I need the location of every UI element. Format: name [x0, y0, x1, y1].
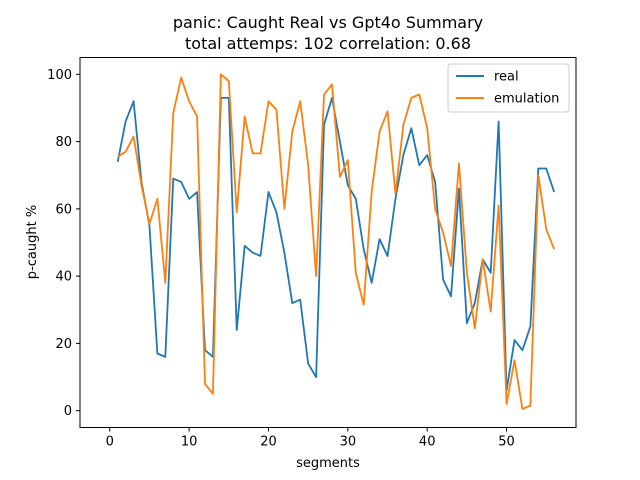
- y-axis-label: p-caught %: [25, 205, 40, 279]
- legend-label-real: real: [494, 70, 519, 85]
- x-tick-label: 50: [498, 435, 515, 450]
- x-tick-label: 20: [260, 435, 277, 450]
- chart-subtitle: total attemps: 102 correlation: 0.68: [185, 34, 471, 53]
- y-tick-label: 80: [55, 135, 72, 150]
- legend-label-emulation: emulation: [494, 92, 559, 107]
- x-tick-label: 40: [419, 435, 436, 450]
- series-layer: [116, 73, 556, 410]
- plot-frame: [79, 57, 577, 428]
- ticks-layer: 0 10 20 30 40 50 0 20 40 60 80 100: [47, 68, 515, 450]
- legend: real emulation: [447, 63, 570, 113]
- x-tick-label: 0: [106, 435, 114, 450]
- chart-title: panic: Caught Real vs Gpt4o Summary: [173, 13, 483, 32]
- y-tick-label: 0: [64, 404, 72, 419]
- series-line-emulation: [117, 73, 556, 410]
- y-tick-label: 40: [55, 270, 72, 285]
- y-tick-label: 20: [55, 337, 72, 352]
- x-tick-label: 30: [340, 435, 357, 450]
- y-tick-label: 60: [55, 202, 72, 217]
- x-axis-label: segments: [296, 456, 360, 471]
- y-tick-label: 100: [47, 68, 72, 83]
- x-tick-label: 10: [181, 435, 198, 450]
